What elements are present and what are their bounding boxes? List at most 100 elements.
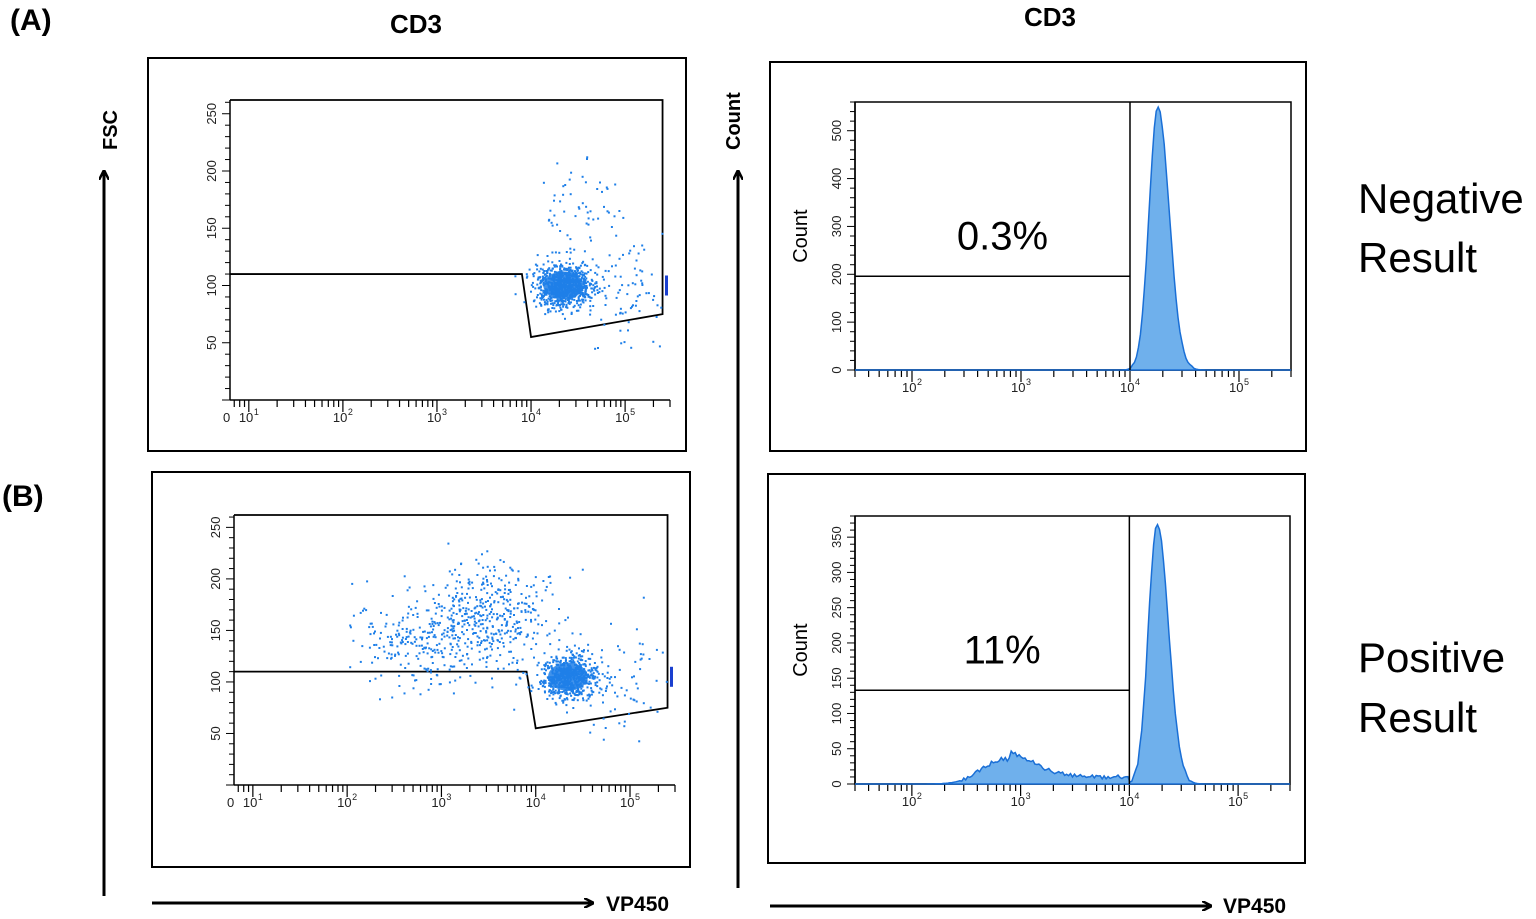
scatter-dot: [565, 691, 567, 694]
scatter-dot: [585, 272, 588, 275]
scatter-dot: [582, 293, 585, 296]
scatter-dot: [579, 655, 582, 658]
scatter-dot: [570, 694, 573, 697]
scatter-dot: [585, 288, 588, 291]
scatter-dot: [564, 619, 567, 622]
scatter-dot: [546, 300, 549, 303]
scatter-dot: [570, 301, 572, 304]
scatter-dot: [489, 569, 491, 572]
scatter-dot: [458, 659, 461, 662]
scatter-dot: [453, 598, 456, 601]
scatter-dot: [545, 302, 548, 305]
scatter-dot: [464, 613, 466, 616]
scatter-dot: [568, 648, 571, 651]
scatter-dot: [543, 652, 546, 655]
scatter-dot: [633, 267, 636, 270]
scatter-dot: [437, 624, 440, 627]
scatter-dot: [505, 631, 508, 634]
scatter-dot: [491, 677, 493, 680]
scatter-dot: [504, 584, 506, 587]
scatter-dot: [475, 611, 478, 614]
scatter-dot: [555, 703, 558, 706]
scatter-dot: [462, 607, 465, 610]
scatter-dot: [577, 657, 580, 660]
scatter-dot: [419, 664, 422, 667]
scatter-dot: [484, 600, 487, 603]
scatter-dot: [487, 636, 490, 639]
scatter-dot: [470, 610, 473, 612]
scatter-dot: [535, 595, 538, 598]
scatter-dot: [458, 574, 461, 576]
scatter-dot: [431, 655, 434, 658]
scatter-dot: [575, 266, 578, 269]
scatter-dot: [594, 667, 597, 670]
scatter-dot: [478, 619, 481, 622]
scatter-dot: [491, 686, 494, 689]
scatter-dot: [426, 652, 429, 655]
scatter-dot: [628, 252, 631, 255]
scatter-dot: [508, 650, 511, 653]
scatter-dot: [407, 605, 410, 608]
scatter-dot: [573, 655, 576, 658]
scatter-dot: [448, 609, 451, 612]
scatter-dot: [594, 293, 597, 296]
scatter-dot: [572, 656, 575, 659]
scatter-dot: [461, 599, 464, 602]
scatter-dot: [473, 620, 476, 623]
scatter-dot: [474, 681, 477, 684]
scatter-dot: [466, 592, 468, 595]
scatter-dot: [580, 687, 583, 690]
scatter-dot: [635, 682, 638, 685]
scatter-dot: [551, 667, 553, 670]
scatter-dot: [559, 661, 562, 664]
scatter-dot: [544, 663, 547, 666]
scatter-dot: [499, 614, 502, 617]
scatter-dot: [460, 597, 463, 600]
scatter-dot: [565, 649, 568, 652]
scatter-dot: [481, 583, 483, 586]
y-tick-label: 400: [829, 168, 844, 190]
scatter-dot: [513, 623, 516, 626]
scatter-dot: [409, 629, 412, 632]
scatter-dot: [464, 596, 467, 599]
scatter-dot: [623, 694, 626, 697]
scatter-dot: [427, 688, 430, 691]
scatter-dot: [516, 607, 519, 610]
scatter-dot: [568, 656, 571, 659]
scatter-dot: [557, 304, 560, 306]
scatter-dot: [479, 601, 482, 604]
scatter-dot: [432, 597, 435, 600]
scatter-dot: [558, 691, 561, 693]
scatter-dot: [436, 648, 439, 651]
scatter-dot: [382, 645, 385, 648]
scatter-dot: [588, 663, 591, 666]
scatter-dot: [575, 652, 578, 655]
scatter-dot: [433, 634, 436, 637]
scatter-dot: [573, 644, 576, 647]
scatter-dot: [507, 610, 510, 613]
scatter-dot: [565, 693, 568, 695]
scatter-dot: [514, 275, 517, 278]
scatter-dot: [460, 659, 463, 662]
scatter-dot: [655, 316, 658, 318]
scatter-dot: [509, 635, 512, 638]
scatter-dot: [582, 663, 585, 666]
scatter-dot: [551, 697, 554, 700]
scatter-dots: [514, 156, 664, 350]
scatter-dot: [418, 644, 421, 647]
scatter-dot: [586, 686, 589, 689]
scatter-dot: [480, 642, 483, 644]
scatter-dot: [406, 616, 409, 619]
scatter-dot: [552, 661, 555, 664]
scatter-dot: [525, 585, 528, 587]
scatter-dot: [467, 578, 470, 581]
scatter-dot: [650, 273, 653, 276]
scatter-dot: [631, 676, 633, 679]
scatter-dot: [551, 261, 554, 264]
scatter-dot: [516, 668, 519, 671]
scatter-dot: [489, 596, 491, 599]
scatter-dot: [490, 632, 493, 635]
scatter-dot: [553, 629, 556, 632]
scatter-dot: [515, 620, 518, 623]
scatter-dot: [648, 658, 651, 660]
